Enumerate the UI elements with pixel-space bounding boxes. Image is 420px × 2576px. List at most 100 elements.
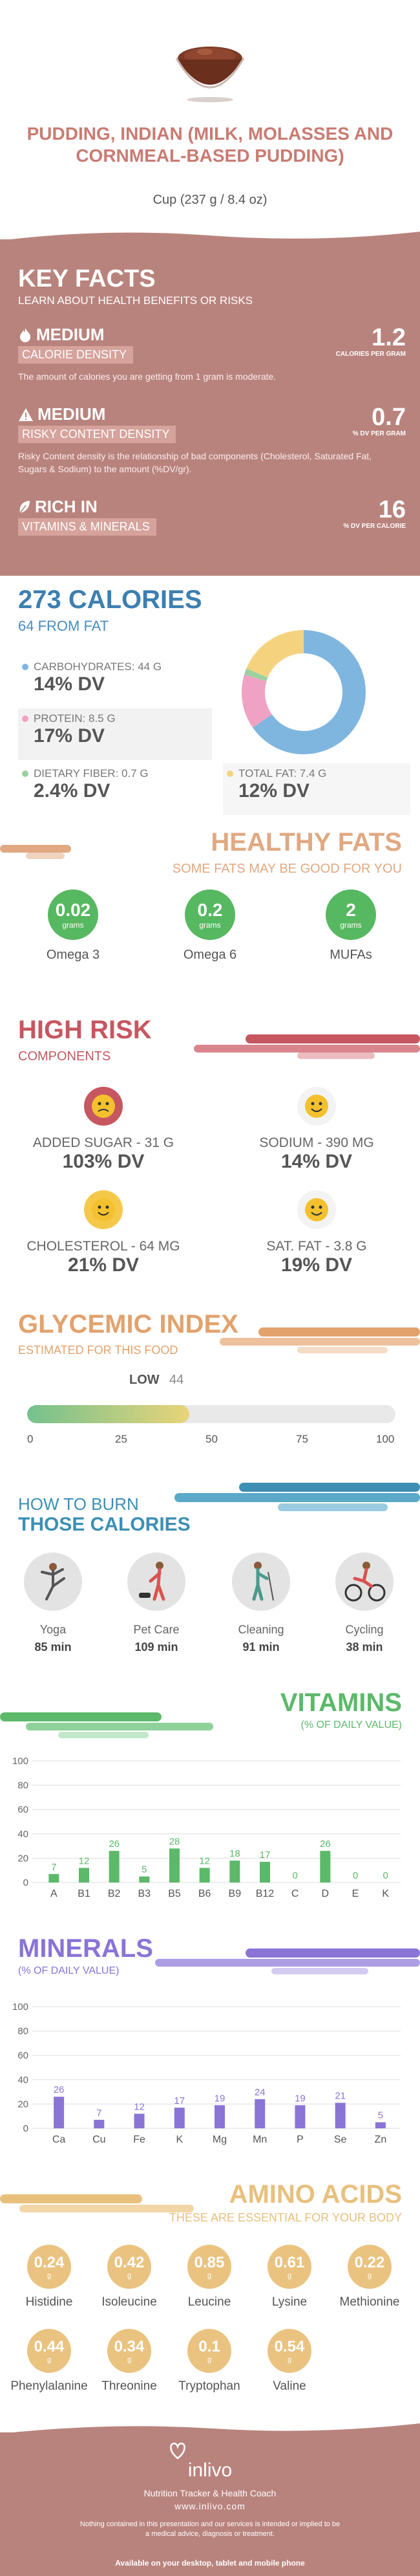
vitamins-bar-chart: 0 20 40 60 80 100 7 A 12 B1 26 B2 5 B3 28 B5 12 B6 18 B9 17 B… [13,1756,401,1899]
key-facts-title: KEY FACTS [18,265,156,292]
vitamin-value-label: 5 [142,1864,147,1875]
tryptophan-value: 0.1 [198,2338,220,2355]
vitamins-subtitle: (% OF DAILY VALUE) [300,1719,402,1730]
vitamin-bar [260,1862,270,1883]
vitamin-bar [48,1873,59,1883]
protein-label: PROTEIN: 8.5 g [34,712,116,725]
heart-logo-icon [170,2442,185,2460]
carbs-dot [22,664,28,670]
glycemic-bar [27,1405,395,1423]
added-sugar-label: ADDED SUGAR - 31 g [32,1135,174,1150]
mineral-category-label: Mg [213,2134,227,2145]
vitamin-category-label: K [382,1888,389,1899]
vitamin-category-label: B3 [138,1888,151,1899]
mufas-value: 2 [346,900,356,920]
brand-url-link[interactable]: www.inlivo.com [174,2501,246,2511]
vitamin-category-label: B2 [108,1888,121,1899]
vitamin-ytick-label: 100 [13,1756,28,1767]
mineral-category-label: K [176,2134,183,2145]
mineral-category-label: Fe [133,2134,145,2145]
pudding-bowl-icon [175,47,245,102]
mineral-bar [375,2122,386,2128]
vitamin-bar [169,1848,180,1883]
flame-icon [20,327,30,342]
methionine-name: Methionine [339,2295,400,2309]
calorie-density-band: CALORIE DENSITY [18,346,134,364]
risk-sat-fat: SAT. FAT - 3.8 g 19% DV [220,1190,414,1276]
fat-dv: 12% DV [238,780,310,802]
decor-bars [0,845,71,859]
vitamin-ytick-label: 60 [17,1804,28,1815]
risky-density-desc: Risky Content density is the relationshi… [18,451,372,474]
mineral-category-label: P [297,2134,304,2145]
macro-protein: PROTEIN: 8.5 g 17% DV [18,708,212,760]
vitamin-category-label: B9 [229,1888,242,1899]
activity-cleaning: Cleaning 91 min [216,1553,306,1654]
macro-carbohydrates: CARBOHYDRATES: 44 g 14% DV [18,657,212,708]
pet-care-icon [127,1553,185,1611]
vitamin-bar [199,1868,210,1883]
carbs-dv: 14% DV [34,673,105,695]
amino-tryptophan: 0.1 g Tryptophan [171,2329,248,2394]
rich-in-row: RICH IN VITAMINS & MINERALS 16 % DV PER … [18,497,406,536]
yoga-name: Yoga [39,1623,67,1636]
risky-density-value: 0.7 [372,404,406,431]
mineral-value-label: 12 [134,2101,145,2112]
cleaning-icon [232,1553,290,1611]
omega3-name: Omega 3 [46,948,100,962]
leucine-value: 0.85 [194,2254,225,2271]
decor-bars [0,2194,194,2212]
protein-dv: 17% DV [34,725,105,747]
footer: inlivo Nutrition Tracker & Health Coach … [0,2423,420,2576]
gi-tick-50: 50 [205,1433,218,1445]
rich-in-unit: % DV PER CALORIE [343,523,406,530]
phenylalanine-value: 0.44 [34,2338,65,2355]
mineral-bar [174,2108,185,2128]
fiber-dot [22,770,28,777]
header: PUDDING, INDIAN (MILK, MOLASSES AND CORN… [0,0,420,226]
vitamin-value-label: 7 [51,1862,56,1873]
vitamin-value-label: 17 [260,1850,271,1861]
gi-tick-0: 0 [27,1433,34,1445]
calorie-density-desc: The amount of calories you are getting f… [18,371,277,382]
mineral-bar [295,2105,306,2128]
protein-dot [22,715,28,722]
risk-cholesterol: CHOLESTEROL - 64 mg 21% DV [6,1190,200,1276]
calories-subtitle: 64 FROM FAT [18,618,109,634]
vitamin-bar [139,1876,150,1883]
leaf-icon [19,500,30,513]
rich-in-band: VITAMINS & MINERALS [18,518,156,536]
mineral-bar [335,2102,346,2128]
mineral-value-label: 21 [335,2091,346,2102]
mineral-category-label: Ca [52,2134,66,2145]
lysine-unit: g [287,2272,292,2280]
rich-in-level: RICH IN [35,497,98,516]
tryptophan-unit: g [207,2356,212,2364]
glycemic-title: GLYCEMIC INDEX [18,1310,238,1338]
donut-fat-slice [242,630,366,754]
risky-density-row: MEDIUM RISKY CONTENT DENSITY Risky Conte… [18,404,406,475]
donut-protein-slice [242,630,366,754]
phenylalanine-unit: g [47,2356,52,2364]
decor-bars [0,1712,213,1738]
mufas-name: MUFAs [330,948,372,962]
macro-donut-chart [242,630,366,754]
mineral-value-label: 17 [174,2095,185,2106]
vitamin-ytick-label: 40 [17,1829,28,1840]
mineral-value-label: 19 [295,2093,306,2104]
vitamin-category-label: B1 [78,1888,90,1899]
vitamin-bar [109,1851,120,1883]
happy-face-icon [84,1190,123,1229]
risk-sodium: SODIUM - 390 mg 14% DV [220,1087,414,1173]
mineral-value-label: 24 [255,2087,266,2098]
histidine-unit: g [47,2272,52,2280]
fiber-label: DIETARY FIBER: 0.7 g [34,767,149,780]
vitamin-ytick-label: 20 [17,1853,28,1864]
mineral-ytick-label: 0 [23,2123,28,2134]
calories-title: 273 CALORIES [18,585,202,614]
wave-divider [0,2423,420,2434]
lysine-name: Lysine [271,2295,308,2309]
glycemic-level: LOW [129,1373,160,1387]
vitamin-bar [79,1868,89,1883]
mineral-ytick-label: 20 [17,2099,28,2110]
